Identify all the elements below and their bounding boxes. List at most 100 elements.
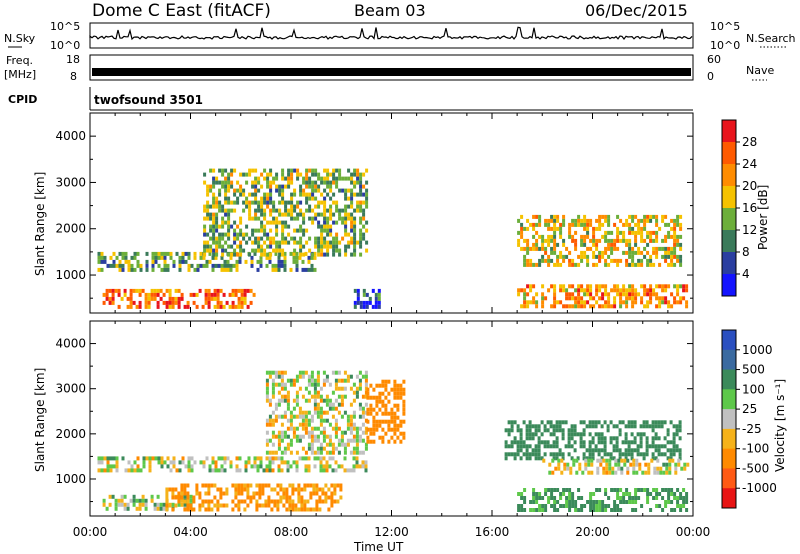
power-cell [203, 244, 207, 249]
velocity-cell [304, 398, 308, 403]
power-cell [362, 232, 366, 237]
velocity-colorbar-tick-label: -1000 [742, 481, 777, 495]
power-cell [268, 259, 272, 264]
velocity-cell [381, 383, 385, 388]
velocity-cell [654, 448, 658, 453]
velocity-cell [579, 420, 583, 425]
velocity-cell [271, 394, 275, 399]
velocity-cell [555, 436, 559, 441]
power-cell [556, 218, 560, 223]
velocity-cell [674, 462, 678, 467]
power-cell [272, 176, 276, 181]
power-cell [157, 263, 161, 268]
power-cell [676, 284, 680, 289]
power-cell [236, 252, 240, 257]
velocity-cell [541, 504, 545, 508]
velocity-cell [268, 418, 272, 423]
velocity-cell [633, 448, 637, 453]
power-cell [553, 300, 557, 305]
power-cell [631, 250, 635, 255]
power-cell [165, 300, 169, 305]
power-cell [646, 242, 650, 247]
power-cell [356, 172, 360, 177]
velocity-cell [328, 464, 332, 469]
power-cell [598, 254, 602, 259]
power-cell [353, 288, 357, 293]
velocity-cell [280, 422, 284, 427]
power-cell [251, 232, 255, 237]
power-cell [556, 242, 560, 247]
velocity-cell [247, 456, 251, 461]
power-cell [274, 267, 278, 272]
power-cell [344, 224, 348, 229]
power-colorbar-swatch [722, 120, 736, 143]
power-cell [317, 176, 321, 181]
velocity-cell [178, 460, 182, 465]
power-cell [679, 262, 683, 267]
velocity-cell [679, 504, 683, 508]
power-cell [649, 258, 653, 263]
freq-tick-top: 18 [66, 53, 80, 66]
power-cell [320, 228, 324, 233]
power-cell [203, 180, 207, 185]
velocity-cell [582, 432, 586, 437]
power-cell [203, 248, 207, 253]
power-cell [523, 258, 527, 263]
velocity-cell [387, 411, 391, 416]
power-cell [323, 196, 327, 201]
velocity-cell [283, 430, 287, 435]
velocity-cell [205, 456, 209, 461]
velocity-cell [591, 452, 595, 457]
power-cell [580, 296, 584, 301]
velocity-cell [522, 420, 526, 425]
velocity-cell [328, 422, 332, 427]
power-cell [317, 200, 321, 205]
velocity-cell [562, 504, 566, 508]
velocity-cell [651, 444, 655, 449]
velocity-cell [277, 430, 281, 435]
power-cell [238, 259, 242, 264]
velocity-cell [222, 491, 226, 496]
power-cell [332, 220, 336, 225]
velocity-cell [307, 430, 311, 435]
velocity-cell [572, 462, 576, 467]
velocity-cell [355, 374, 359, 379]
y-tick-label: 3000 [55, 382, 86, 396]
velocity-cell [349, 418, 353, 423]
velocity-cell [186, 503, 190, 508]
power-cell [236, 180, 240, 185]
power-cell [610, 230, 614, 235]
power-cell [613, 258, 617, 263]
power-cell [634, 250, 638, 255]
power-cell [220, 267, 224, 272]
velocity-cell [654, 456, 658, 461]
power-cell [559, 230, 563, 235]
velocity-cell [676, 488, 680, 492]
velocity-cell [328, 450, 332, 455]
power-cell [159, 296, 163, 301]
velocity-cell [381, 399, 385, 404]
velocity-cell [208, 464, 212, 469]
power-cell [269, 168, 273, 173]
power-cell [655, 222, 659, 227]
velocity-cell [264, 503, 268, 508]
velocity-cell [651, 420, 655, 425]
power-cell [550, 238, 554, 243]
velocity-cell [349, 426, 353, 431]
velocity-cell [274, 402, 278, 407]
velocity-cell [301, 414, 305, 419]
power-cell [622, 238, 626, 243]
power-cell [310, 255, 314, 260]
velocity-cell [349, 438, 353, 443]
power-cell [604, 246, 608, 251]
velocity-cell [609, 436, 613, 441]
power-cell [212, 204, 216, 209]
velocity-cell [656, 458, 660, 463]
velocity-cell [600, 424, 604, 429]
velocity-cell [277, 414, 281, 419]
velocity-cell [246, 483, 250, 488]
power-cell [661, 284, 665, 289]
power-cell [359, 252, 363, 257]
velocity-cell [303, 499, 307, 504]
velocity-cell [676, 504, 680, 508]
